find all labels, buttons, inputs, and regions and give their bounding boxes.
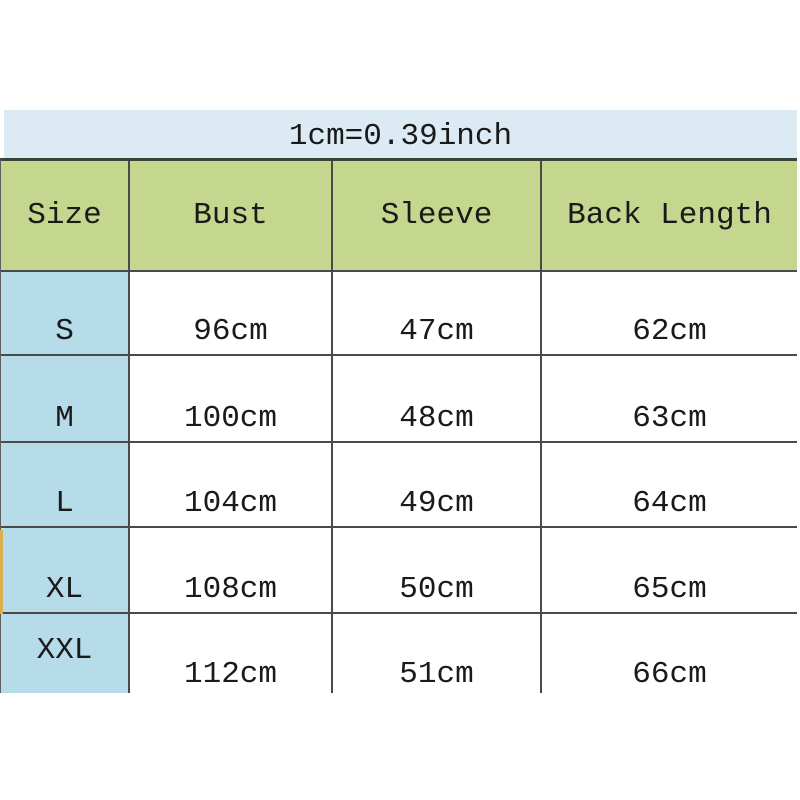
column-header-sleeve: Sleeve: [333, 161, 542, 272]
bust-cell-m: 100cm: [130, 356, 333, 443]
size-cell-l: L: [1, 443, 130, 528]
sleeve-cell-l: 49cm: [333, 443, 542, 528]
bust-cell-xl: 108cm: [130, 528, 333, 614]
sleeve-cell-s: 47cm: [333, 272, 542, 356]
sleeve-cell-m: 48cm: [333, 356, 542, 443]
bust-cell-l: 104cm: [130, 443, 333, 528]
back-length-cell-xl: 65cm: [542, 528, 797, 614]
xl-row-highlight-strip: [0, 530, 3, 614]
bust-cell-s: 96cm: [130, 272, 333, 356]
column-header-size: Size: [1, 161, 130, 272]
bust-cell-xxl: 112cm: [130, 614, 333, 693]
back-length-cell-s: 62cm: [542, 272, 797, 356]
back-length-cell-xxl: 66cm: [542, 614, 797, 693]
size-cell-xxl: XXL: [1, 614, 130, 693]
conversion-note: 1cm=0.39inch: [288, 119, 513, 154]
sleeve-cell-xxl: 51cm: [333, 614, 542, 693]
back-length-cell-m: 63cm: [542, 356, 797, 443]
sleeve-cell-xl: 50cm: [333, 528, 542, 614]
size-cell-s: S: [1, 272, 130, 356]
conversion-banner: 1cm=0.39inch: [4, 110, 797, 158]
size-cell-xl: XL: [1, 528, 130, 614]
column-header-bust: Bust: [130, 161, 333, 272]
size-table: Size Bust Sleeve Back Length S 96cm 47cm…: [0, 158, 797, 693]
back-length-cell-l: 64cm: [542, 443, 797, 528]
column-header-back-length: Back Length: [542, 161, 797, 272]
size-cell-m: M: [1, 356, 130, 443]
